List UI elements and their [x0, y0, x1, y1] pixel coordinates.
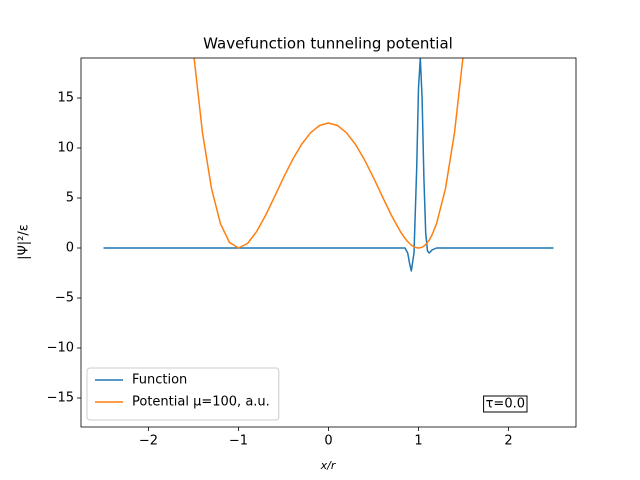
x-tick-label: −1 [229, 434, 248, 449]
x-tick-label: 2 [504, 434, 512, 449]
series-line [193, 58, 464, 249]
plot-area [103, 58, 554, 272]
legend-label: Function [132, 373, 187, 388]
y-tick-label: 15 [57, 91, 74, 106]
x-tick-label: −2 [139, 434, 158, 449]
x-tick-label: 1 [414, 434, 422, 449]
y-tick-label: 5 [66, 191, 74, 206]
axes-frame [80, 57, 577, 428]
y-tick-label: −10 [47, 341, 74, 356]
legend: Function Potential μ=100, a.u. [86, 367, 280, 421]
x-axis-label: x/r [320, 459, 337, 472]
annotation-box [483, 395, 528, 413]
y-tick-label: 10 [57, 141, 74, 156]
chart-title: Wavefunction tunneling potential [203, 35, 453, 53]
annotation: τ=0.0 [486, 397, 525, 412]
series-line [103, 58, 554, 272]
y-tick-label: −5 [55, 291, 74, 306]
legend-label: Potential μ=100, a.u. [132, 395, 270, 410]
y-tick-label: 0 [66, 241, 74, 256]
x-tick-label: 0 [324, 434, 332, 449]
y-axis-label: |Ψ|²/ε [17, 224, 32, 260]
y-tick-label: −15 [47, 391, 74, 406]
legend-box [86, 367, 280, 421]
